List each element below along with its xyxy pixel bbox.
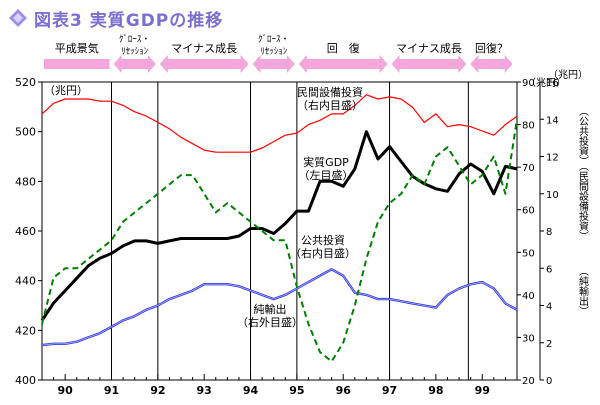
phase-arrow (391, 55, 467, 73)
right-outer-tick-label: 60 (522, 206, 535, 217)
right-inner-tick-label: 0 (546, 376, 552, 387)
left-tick-label: 480 (15, 175, 36, 188)
right-inner-tick-label: 16 (546, 78, 559, 89)
right-outer-tick-label: 50 (522, 248, 535, 259)
right-inner-tick-label: 12 (546, 153, 559, 164)
chart-title: 図表3 実質GDPの推移 (34, 10, 224, 31)
phase-label: ｸﾞﾛｰｽ・ (258, 34, 290, 45)
gdp-annotation: （左目盛） (299, 168, 354, 182)
x-tick-label: 91 (104, 384, 119, 397)
public-investment-line-inner (41, 268, 518, 346)
right-outer-tick-label: 40 (522, 291, 535, 302)
right-inner-tick-label: 2 (546, 339, 552, 350)
right-outer-tick-label: 70 (522, 163, 535, 174)
right-outer-tick-label: 30 (522, 333, 535, 344)
right-inner-tick-label: 4 (546, 302, 552, 313)
private-investment-line (41, 94, 518, 153)
left-tick-label: 500 (15, 126, 36, 139)
phase-bar-block (44, 59, 110, 69)
phase-arrow (252, 55, 295, 73)
left-tick-label: 520 (15, 76, 36, 89)
left-tick-label: 440 (15, 275, 36, 288)
chart-title-block: 図表3 実質GDPの推移 (8, 6, 224, 31)
gdp-annotation: 実質GDP (303, 155, 349, 169)
private-investment-annotation: （右内目盛） (297, 98, 363, 112)
right-inner-tick-label: 14 (546, 115, 559, 126)
x-tick-label: 95 (289, 384, 304, 397)
private-investment-annotation: 民間設備投資 (297, 85, 363, 99)
phase-label: ﾘｾｯｼｮﾝ (121, 46, 149, 57)
phase-label: マイナス成長 (171, 42, 237, 55)
right-inner-tick-label: 10 (546, 190, 559, 201)
x-tick-label: 97 (382, 384, 397, 397)
right-inner-tick-label: 8 (546, 227, 552, 238)
diamond-icon (9, 9, 27, 27)
phase-label: ｸﾞﾛｰｽ・ (119, 34, 151, 45)
right-outer-tick-label: 80 (522, 121, 535, 132)
phase-arrow (159, 55, 249, 73)
phase-label: 平成景気 (55, 41, 99, 55)
phase-label: マイナス成長 (396, 42, 462, 55)
x-tick-label: 96 (336, 384, 352, 397)
left-tick-label: 460 (15, 225, 36, 238)
x-tick-label: 94 (243, 384, 259, 397)
right-outer-tick-label: 20 (522, 376, 535, 387)
x-tick-label: 90 (58, 384, 74, 397)
x-tick-label: 99 (475, 384, 490, 397)
phase-label: ﾘｾｯｼｮﾝ (260, 46, 288, 57)
phase-label: 回復？ (475, 42, 508, 55)
left-tick-label: 420 (15, 324, 36, 337)
public-investment-annotation: 公共投資 (301, 233, 345, 247)
x-tick-label: 92 (150, 384, 165, 397)
plot-frame (41, 81, 518, 381)
x-tick-label: 98 (428, 384, 443, 397)
left-unit-label: （兆円） (44, 84, 88, 97)
phase-arrow (113, 55, 156, 73)
right-outer-tick-label: 90 (522, 78, 535, 89)
net-exports-annotation: （右外目盛） (237, 315, 303, 329)
left-tick-label: 400 (15, 374, 36, 387)
right-inner-tick-label: 6 (546, 264, 552, 275)
net-exports-annotation: 純輸出 (254, 302, 287, 316)
x-tick-label: 93 (197, 384, 212, 397)
net-exports-line (41, 119, 518, 363)
right-inner-unit-label: （兆円） (548, 69, 588, 81)
right-outer-axis-title: （公共投資）（民間設備投資） (577, 106, 589, 241)
phase-label: 回 復 (327, 42, 360, 55)
phase-arrow (470, 55, 513, 73)
right-inner-axis-title: （純輸出） (577, 266, 589, 316)
phase-arrow (298, 55, 388, 73)
public-investment-annotation: （右内目盛） (290, 246, 356, 260)
right-outer-unit-label: （兆円） (526, 77, 566, 89)
gdp-line (40, 130, 518, 322)
